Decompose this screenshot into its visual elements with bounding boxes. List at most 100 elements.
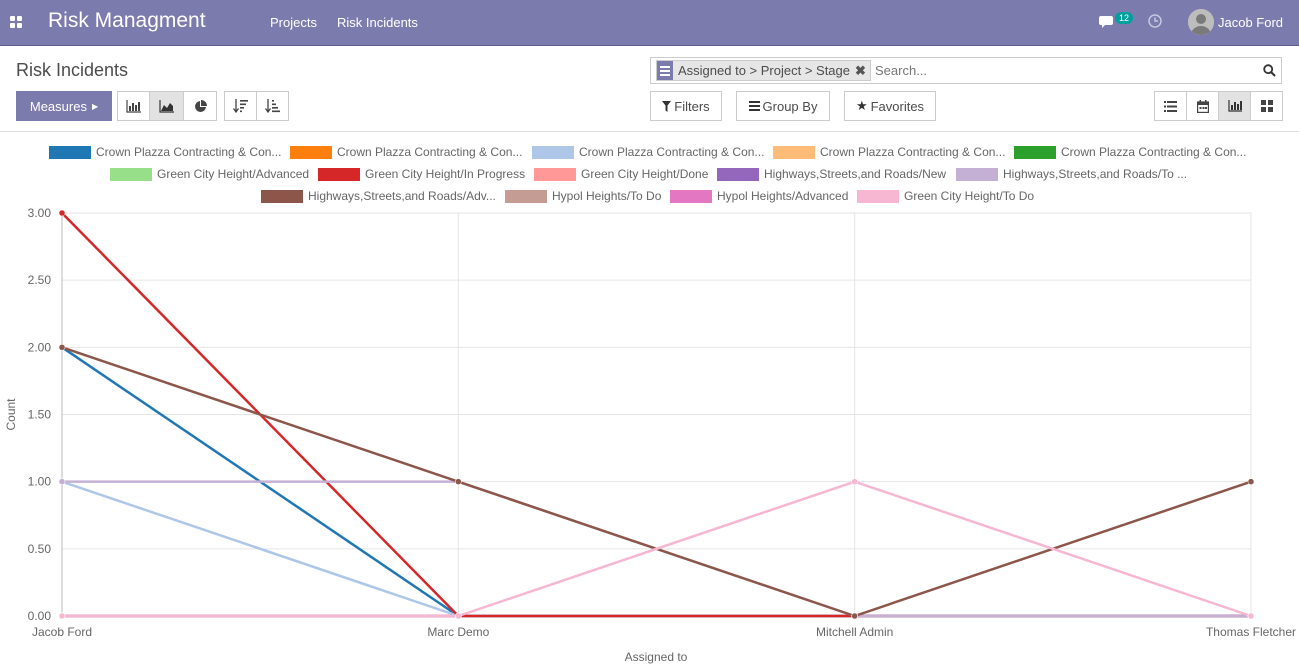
apps-menu-icon[interactable] (10, 16, 22, 28)
legend-item[interactable]: Crown Plazza Contracting & Con... (1014, 145, 1246, 159)
legend-swatch (290, 145, 332, 159)
groupby-facet-icon (657, 61, 673, 80)
menu-projects[interactable]: Projects (270, 15, 317, 30)
filters-button[interactable]: Filters (650, 91, 722, 121)
activity-clock-icon[interactable] (1148, 14, 1162, 28)
sort-desc-icon (233, 99, 248, 113)
measures-button[interactable]: Measures ▶ (16, 91, 112, 121)
y-axis-title: Count (4, 398, 18, 431)
legend-swatch (773, 145, 815, 159)
legend-item[interactable]: Crown Plazza Contracting & Con... (290, 145, 522, 159)
data-point (58, 344, 66, 351)
legend-label: Green City Height/Done (581, 167, 709, 181)
legend-swatch (956, 167, 998, 181)
sort-ascending-button[interactable] (256, 91, 289, 121)
filter-icon (662, 100, 672, 112)
user-menu[interactable]: Jacob Ford (1218, 15, 1284, 30)
sort-descending-button[interactable] (224, 91, 257, 121)
breadcrumb-title: Risk Incidents (16, 60, 129, 80)
legend-item[interactable]: Highways,Streets,and Roads/To ... (956, 167, 1187, 181)
legend-item[interactable]: Green City Height/Done (534, 167, 708, 181)
legend-label: Green City Height/To Do (904, 189, 1035, 203)
legend-item[interactable]: Hypol Heights/Advanced (670, 189, 848, 203)
app-brand[interactable]: Risk Managment (48, 9, 206, 32)
search-facet: Assigned to > Project > Stage ✖ (656, 60, 871, 81)
legend-item[interactable]: Crown Plazza Contracting & Con... (773, 145, 1005, 159)
navbar: Risk Managment Projects Risk Incidents 1… (0, 0, 1299, 46)
group-by-button[interactable]: Group By (736, 91, 830, 121)
menu-risk-incidents[interactable]: Risk Incidents (337, 15, 418, 30)
x-tick-label: Mitchell Admin (816, 625, 893, 639)
line-chart: 0.00 0.50 1.00 1.50 2.00 2.50 3.00 Jacob Ford Ma… (4, 206, 1296, 664)
pie-chart-button[interactable] (183, 91, 217, 121)
legend-item[interactable]: Highways,Streets,and Roads/New (717, 167, 946, 181)
legend-swatch (717, 167, 759, 181)
data-point (1247, 478, 1255, 485)
legend-label: Highways,Streets,and Roads/Adv... (308, 189, 496, 203)
legend-swatch (670, 189, 712, 203)
data-point (455, 612, 462, 620)
legend-label: Crown Plazza Contracting & Con... (579, 145, 765, 159)
x-tick-label: Marc Demo (427, 625, 489, 639)
data-point (58, 209, 66, 217)
area-chart-icon (159, 99, 174, 113)
legend-label: Crown Plazza Contracting & Con... (1061, 145, 1247, 159)
search-icon[interactable] (1263, 64, 1276, 77)
remove-facet-icon[interactable]: ✖ (855, 62, 866, 78)
pie-chart-icon (194, 99, 207, 112)
kanban-view-button[interactable] (1250, 91, 1283, 121)
chat-icon[interactable] (1099, 14, 1117, 30)
legend-swatch (857, 189, 899, 203)
group-by-label: Group By (762, 98, 818, 114)
legend-label: Highways,Streets,and Roads/New (764, 167, 947, 181)
legend-item[interactable]: Green City Height/To Do (857, 189, 1034, 203)
search-bar: Assigned to > Project > Stage ✖ (650, 57, 1282, 84)
legend-label: Crown Plazza Contracting & Con... (96, 145, 282, 159)
line-chart-button[interactable] (149, 91, 184, 121)
graph-view-button[interactable] (1218, 91, 1251, 121)
legend-swatch (49, 145, 91, 159)
y-tick-label: 0.00 (28, 609, 52, 623)
list-view-icon (1164, 100, 1177, 112)
kanban-icon (1260, 100, 1273, 112)
x-axis-title: Assigned to (625, 650, 688, 664)
legend-item[interactable]: Hypol Heights/To Do (505, 189, 661, 203)
bar-chart-button[interactable] (117, 91, 150, 121)
filters-label: Filters (674, 98, 710, 114)
data-point (851, 478, 858, 485)
list-view-button[interactable] (1154, 91, 1187, 121)
legend-swatch (505, 189, 547, 203)
bar-chart-icon (126, 99, 141, 113)
x-tick-label: Thomas Fletcher (1206, 625, 1296, 639)
legend-label: Crown Plazza Contracting & Con... (337, 145, 523, 159)
legend-item[interactable]: Green City Height/In Progress (318, 167, 525, 181)
favorites-button[interactable]: ★ Favorites (844, 91, 936, 121)
data-point (455, 478, 462, 485)
favorites-label: Favorites (870, 98, 925, 114)
legend-item[interactable]: Highways,Streets,and Roads/Adv... (261, 189, 496, 203)
caret-right-icon: ▶ (91, 101, 99, 111)
legend-item[interactable]: Crown Plazza Contracting & Con... (49, 145, 281, 159)
graph-view-icon (1227, 100, 1242, 112)
legend-swatch (110, 167, 152, 181)
legend-label: Hypol Heights/Advanced (717, 189, 849, 203)
user-avatar[interactable] (1188, 9, 1214, 35)
y-tick-label: 1.50 (28, 408, 52, 422)
y-tick-label: 2.50 (28, 273, 52, 287)
facet-value: Assigned to > Project > Stage (678, 63, 850, 78)
legend-item[interactable]: Crown Plazza Contracting & Con... (532, 145, 764, 159)
search-input[interactable] (873, 62, 1257, 79)
legend-item[interactable]: Green City Height/Advanced (110, 167, 309, 181)
control-panel-divider (0, 131, 1299, 132)
y-tick-label: 0.50 (28, 542, 52, 556)
data-point (58, 612, 66, 620)
y-tick-label: 2.00 (28, 340, 52, 354)
legend-label: Hypol Heights/To Do (552, 189, 662, 203)
data-point (851, 612, 858, 620)
x-tick-label: Jacob Ford (32, 625, 92, 639)
legend-label: Crown Plazza Contracting & Con... (820, 145, 1006, 159)
calendar-view-button[interactable] (1186, 91, 1219, 121)
legend-swatch (532, 145, 574, 159)
data-point (58, 478, 66, 485)
star-icon: ★ (855, 98, 868, 113)
